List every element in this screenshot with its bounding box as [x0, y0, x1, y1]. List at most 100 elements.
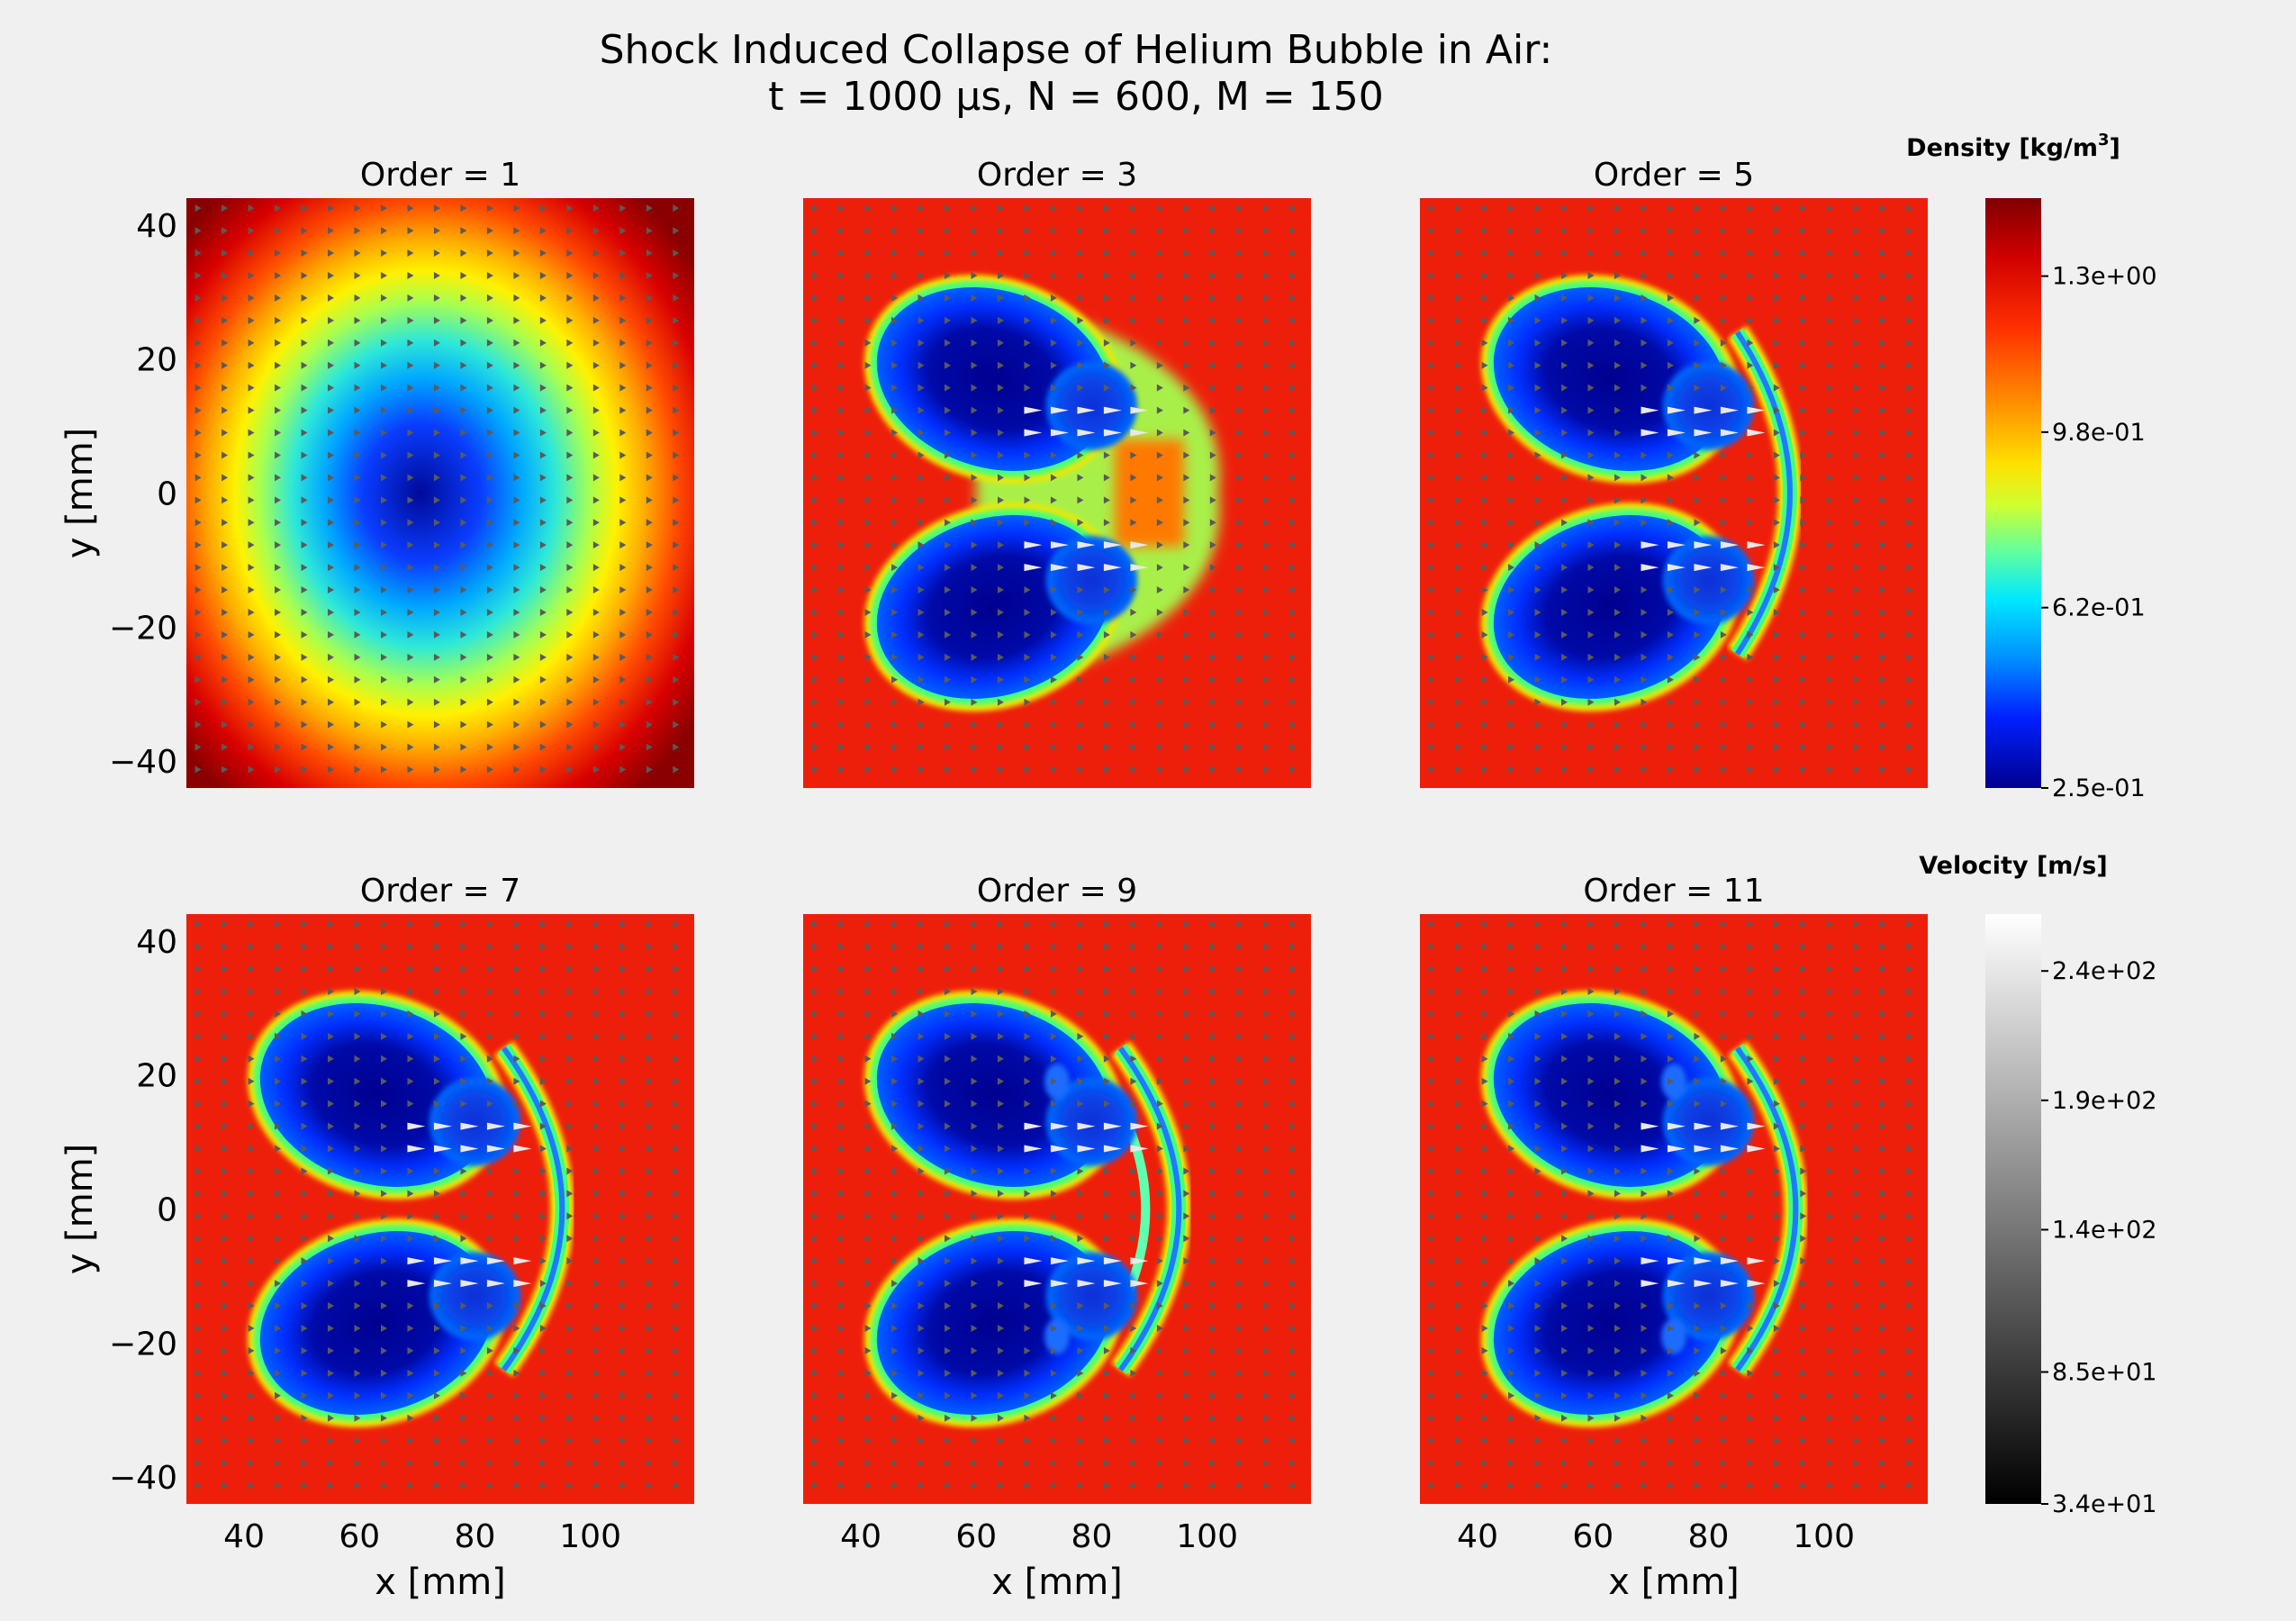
velocity-arrow [1614, 384, 1621, 392]
velocity-arrow [194, 384, 202, 392]
velocity-arrow [1534, 496, 1541, 504]
velocity-arrow [997, 294, 1004, 302]
velocity-arrow [1747, 249, 1754, 258]
velocity-arrow [486, 1414, 493, 1422]
bubble-vortex-lobe [429, 1252, 521, 1341]
velocity-arrow [673, 249, 680, 258]
velocity-arrow [1262, 1280, 1270, 1288]
velocity-arrow [592, 294, 600, 302]
velocity-arrow [194, 920, 202, 928]
velocity-arrow [619, 586, 627, 594]
velocity-arrow [1455, 496, 1462, 504]
velocity-arrow [275, 294, 282, 302]
velocity-arrow [646, 1167, 653, 1175]
velocity-arrow [1024, 1280, 1043, 1288]
velocity-arrow [1534, 1190, 1541, 1198]
velocity-arrow [838, 943, 845, 951]
velocity-arrow [1906, 743, 1913, 751]
velocity-arrow [1667, 316, 1674, 324]
density-field [803, 914, 1311, 1504]
velocity-arrow [1508, 1324, 1515, 1332]
velocity-arrow [1481, 361, 1488, 369]
velocity-arrow [1024, 608, 1031, 616]
velocity-arrow [1289, 630, 1297, 638]
velocity-arrow [673, 519, 680, 527]
velocity-arrow [539, 227, 547, 235]
velocity-arrow [1879, 720, 1886, 729]
velocity-arrow [328, 608, 335, 616]
velocity-arrow [566, 743, 574, 751]
velocity-arrow [1561, 743, 1568, 751]
velocity-arrow [1289, 271, 1297, 279]
velocity-arrow [1481, 451, 1488, 459]
velocity-arrow [1773, 743, 1780, 751]
velocity-arrow [1077, 1167, 1084, 1175]
velocity-arrow [1024, 1302, 1031, 1310]
velocity-arrow [380, 1346, 387, 1354]
velocity-arrow [1800, 204, 1807, 213]
velocity-arrow [997, 586, 1004, 594]
velocity-arrow [1587, 1122, 1595, 1130]
velocity-arrow [1879, 339, 1886, 347]
velocity-arrow [301, 1167, 308, 1175]
velocity-arrow [1050, 1010, 1057, 1018]
velocity-arrow [1534, 339, 1541, 347]
velocity-arrow [1508, 496, 1515, 504]
velocity-arrow [1455, 249, 1462, 258]
velocity-arrow [1641, 653, 1648, 661]
wake-center [1115, 439, 1184, 548]
velocity-arrow [1077, 943, 1084, 951]
velocity-arrow [1641, 294, 1648, 302]
velocity-arrow [1587, 586, 1595, 594]
velocity-arrow [1667, 1145, 1686, 1153]
velocity-arrow [673, 1010, 680, 1018]
velocity-arrow [1156, 316, 1163, 324]
velocity-arrow [354, 541, 361, 549]
velocity-arrow [1853, 1481, 1860, 1490]
velocity-arrow [1262, 541, 1270, 549]
velocity-arrow [407, 1190, 414, 1198]
velocity-arrow [673, 271, 680, 279]
velocity-arrow [917, 987, 925, 995]
velocity-arrow [997, 698, 1004, 706]
velocity-arrow [1879, 406, 1886, 414]
velocity-arrow [1800, 608, 1807, 616]
velocity-arrow [248, 1302, 255, 1310]
velocity-arrow [486, 586, 493, 594]
velocity-arrow [1694, 496, 1701, 504]
velocity-arrow [460, 1280, 479, 1288]
velocity-arrow [1236, 1459, 1243, 1467]
velocity-arrow [1641, 361, 1648, 369]
velocity-arrow [301, 586, 308, 594]
velocity-arrow [1289, 1391, 1297, 1399]
velocity-arrow [1236, 1436, 1243, 1444]
velocity-arrow [1508, 965, 1515, 974]
velocity-arrow [1024, 720, 1031, 729]
velocity-arrow [1614, 474, 1621, 482]
velocity-arrow [971, 698, 978, 706]
velocity-arrow [380, 608, 387, 616]
velocity-arrow [1561, 1391, 1568, 1399]
velocity-arrow [460, 987, 467, 995]
velocity-arrow [1183, 361, 1190, 369]
velocity-arrow [380, 406, 387, 414]
velocity-arrow [673, 1436, 680, 1444]
velocity-arrow [1289, 1302, 1297, 1310]
velocity-arrow [328, 1481, 335, 1490]
velocity-arrow [864, 474, 872, 482]
velocity-arrow [1879, 1190, 1886, 1198]
velocity-arrow [1694, 1032, 1701, 1040]
velocity-arrow [945, 384, 952, 392]
velocity-arrow [646, 1122, 653, 1130]
velocity-arrow [301, 429, 308, 437]
velocity-arrow [1289, 1145, 1297, 1153]
velocity-arrow [407, 1302, 414, 1310]
velocity-arrow [433, 1055, 440, 1063]
velocity-arrow [194, 698, 202, 706]
velocity-arrow [513, 204, 520, 213]
velocity-arrow [328, 675, 335, 684]
velocity-arrow [328, 1190, 335, 1198]
velocity-arrow [275, 384, 282, 392]
velocity-arrow [1747, 1346, 1754, 1354]
velocity-arrow [1183, 1414, 1190, 1422]
